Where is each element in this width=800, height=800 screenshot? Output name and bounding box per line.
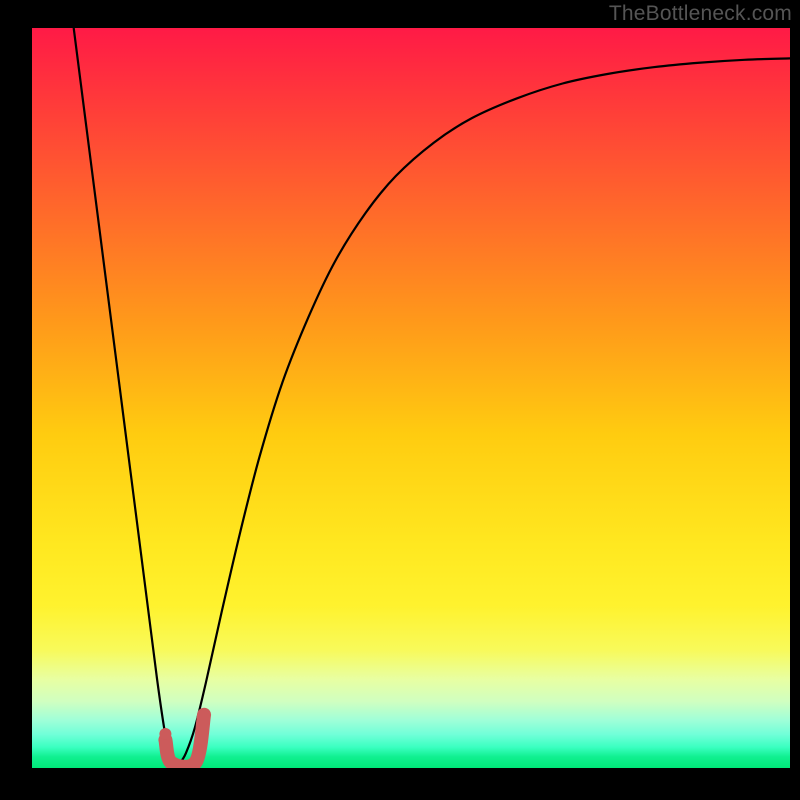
marker-dot xyxy=(159,728,171,740)
bottleneck-chart xyxy=(0,0,800,800)
watermark-text: TheBottleneck.com xyxy=(609,2,792,26)
chart-container: TheBottleneck.com xyxy=(0,0,800,800)
plot-background-gradient xyxy=(32,28,790,768)
